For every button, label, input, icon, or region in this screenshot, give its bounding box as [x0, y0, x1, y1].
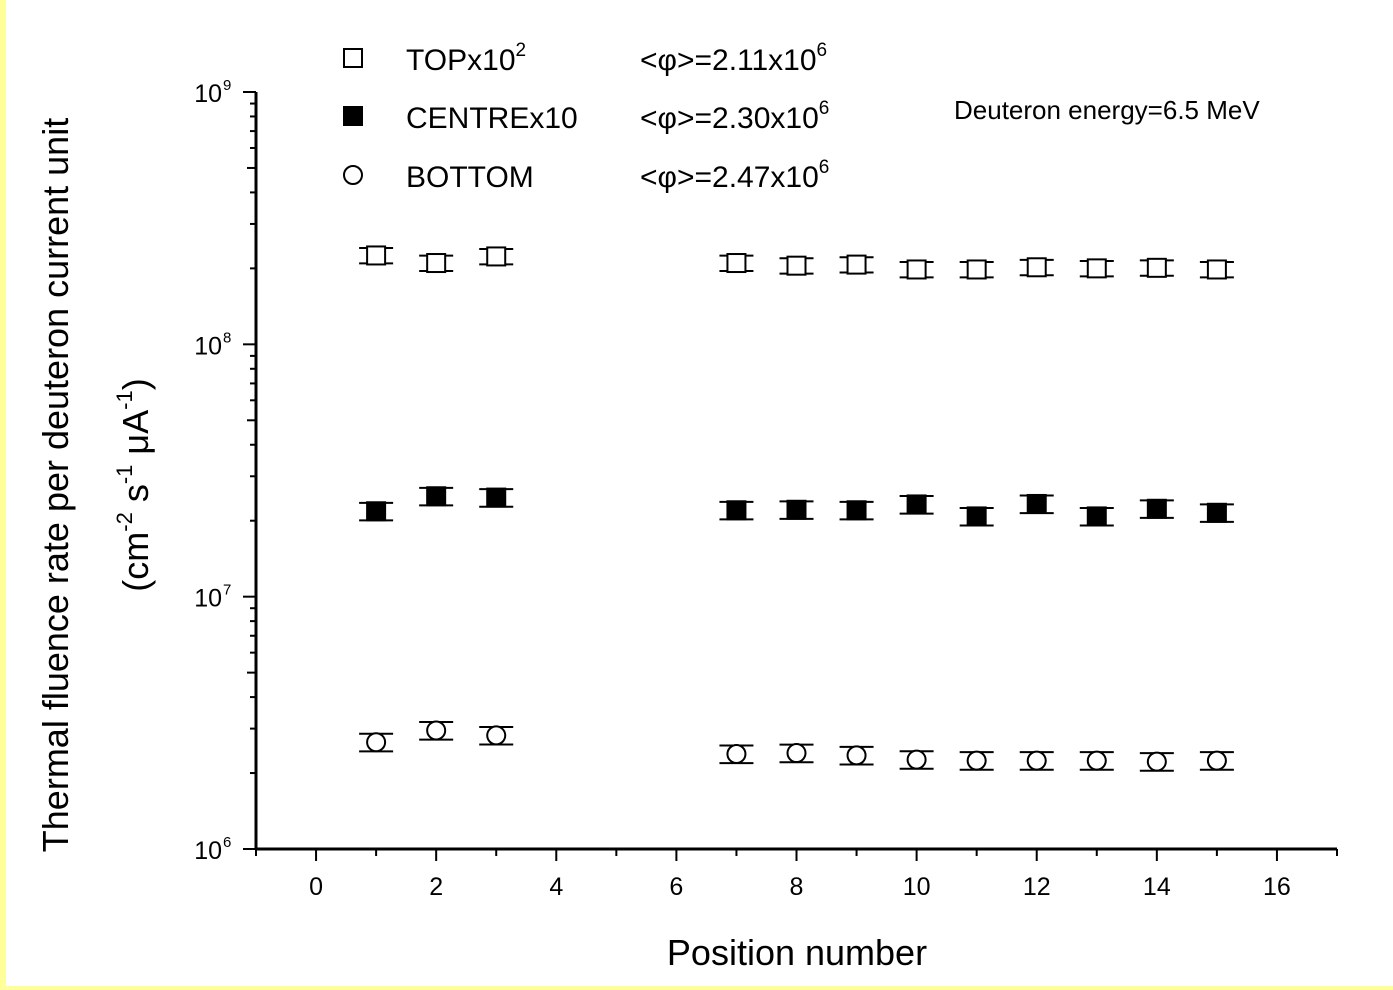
data-point — [426, 720, 447, 741]
data-point — [366, 501, 387, 522]
chart-canvas: 0 2 4 6 8 10 12 14 16 10 6 10 7 10 8 10 9 TOPx102 <φ>=2.1… — [6, 0, 1393, 986]
data-point — [786, 743, 807, 764]
legend-series-name: BOTTOM — [406, 161, 534, 194]
annotation-energy: Deuteron energy=6.5 MeV — [954, 95, 1260, 125]
y-tick-exponent: 9 — [223, 77, 231, 94]
y-tick-exponent: 7 — [223, 582, 231, 599]
x-tick-label: 16 — [1263, 873, 1291, 901]
data-point — [846, 745, 867, 766]
data-point — [1026, 750, 1047, 771]
data-point — [1026, 493, 1047, 514]
data-point — [486, 246, 507, 267]
data-point — [726, 253, 747, 274]
y-unit-exp2: -1 — [112, 465, 137, 485]
x-tick-label: 12 — [1023, 873, 1051, 901]
data-point — [966, 506, 987, 527]
legend-series-name: TOPx102 — [406, 40, 526, 77]
data-point — [366, 245, 387, 266]
x-tick-label: 14 — [1143, 873, 1171, 901]
data-point — [726, 500, 747, 521]
x-tick-label: 0 — [309, 873, 323, 901]
y-axis-title-line2: (cm-2 s-1 μA-1) — [112, 378, 156, 591]
legend-average: <φ>=2.11x106 — [640, 40, 827, 77]
y-tick-label: 10 — [194, 585, 222, 613]
series-bottom — [359, 720, 1234, 772]
x-tick-label: 8 — [790, 873, 804, 901]
data-point — [1206, 502, 1227, 523]
x-tick-label: 6 — [669, 873, 683, 901]
data-point — [966, 750, 987, 771]
data-point — [1086, 258, 1107, 279]
legend-series-name: CENTREx10 — [406, 102, 578, 135]
legend-average: <φ>=2.30x106 — [640, 98, 829, 135]
data-point — [786, 499, 807, 520]
data-point — [1086, 750, 1107, 771]
legend: TOPx102 <φ>=2.11x106 CENTREx10 <φ>=2.30x106… — [343, 40, 829, 194]
y-unit-mid1: s — [115, 484, 156, 512]
y-unit-exp3: -1 — [112, 390, 137, 410]
data-point — [1146, 257, 1167, 278]
legend-average: <φ>=2.47x106 — [640, 157, 829, 194]
marks-group — [359, 245, 1234, 772]
y-unit-close: ) — [115, 378, 156, 390]
data-point — [906, 494, 927, 515]
y-tick-label: 10 — [194, 80, 222, 108]
data-point — [906, 259, 927, 280]
data-point — [1206, 259, 1227, 280]
x-tick-label: 4 — [549, 873, 563, 901]
data-point — [1146, 498, 1167, 519]
legend-marker — [343, 48, 363, 68]
data-point — [1206, 750, 1227, 771]
data-point — [846, 500, 867, 521]
data-point — [486, 725, 507, 746]
y-unit-mid2: μA — [115, 410, 156, 465]
y-tick-label: 10 — [194, 332, 222, 360]
data-point — [906, 749, 927, 770]
data-point — [426, 486, 447, 507]
y-unit-open: (cm — [115, 532, 156, 592]
legend-marker — [343, 106, 363, 126]
data-point — [366, 732, 387, 753]
data-point — [1086, 506, 1107, 527]
data-point — [486, 487, 507, 508]
data-point — [726, 743, 747, 764]
data-point — [966, 259, 987, 280]
y-unit-exp1: -2 — [112, 512, 137, 532]
y-tick-exponent: 8 — [223, 329, 231, 346]
data-point — [1146, 751, 1167, 772]
y-tick-label: 10 — [194, 837, 222, 865]
x-axis-title: Position number — [667, 932, 927, 973]
data-point — [846, 254, 867, 275]
data-point — [1026, 257, 1047, 278]
y-axis-title-line1: Thermal fluence rate per deuteron curren… — [35, 118, 76, 852]
data-point — [426, 253, 447, 274]
y-tick-exponent: 6 — [223, 834, 231, 851]
legend-marker — [343, 165, 363, 185]
series-topx10 — [359, 245, 1234, 280]
x-tick-label: 10 — [903, 873, 931, 901]
x-tick-label: 2 — [429, 873, 443, 901]
series-centrex10 — [359, 486, 1234, 527]
data-point — [786, 255, 807, 276]
